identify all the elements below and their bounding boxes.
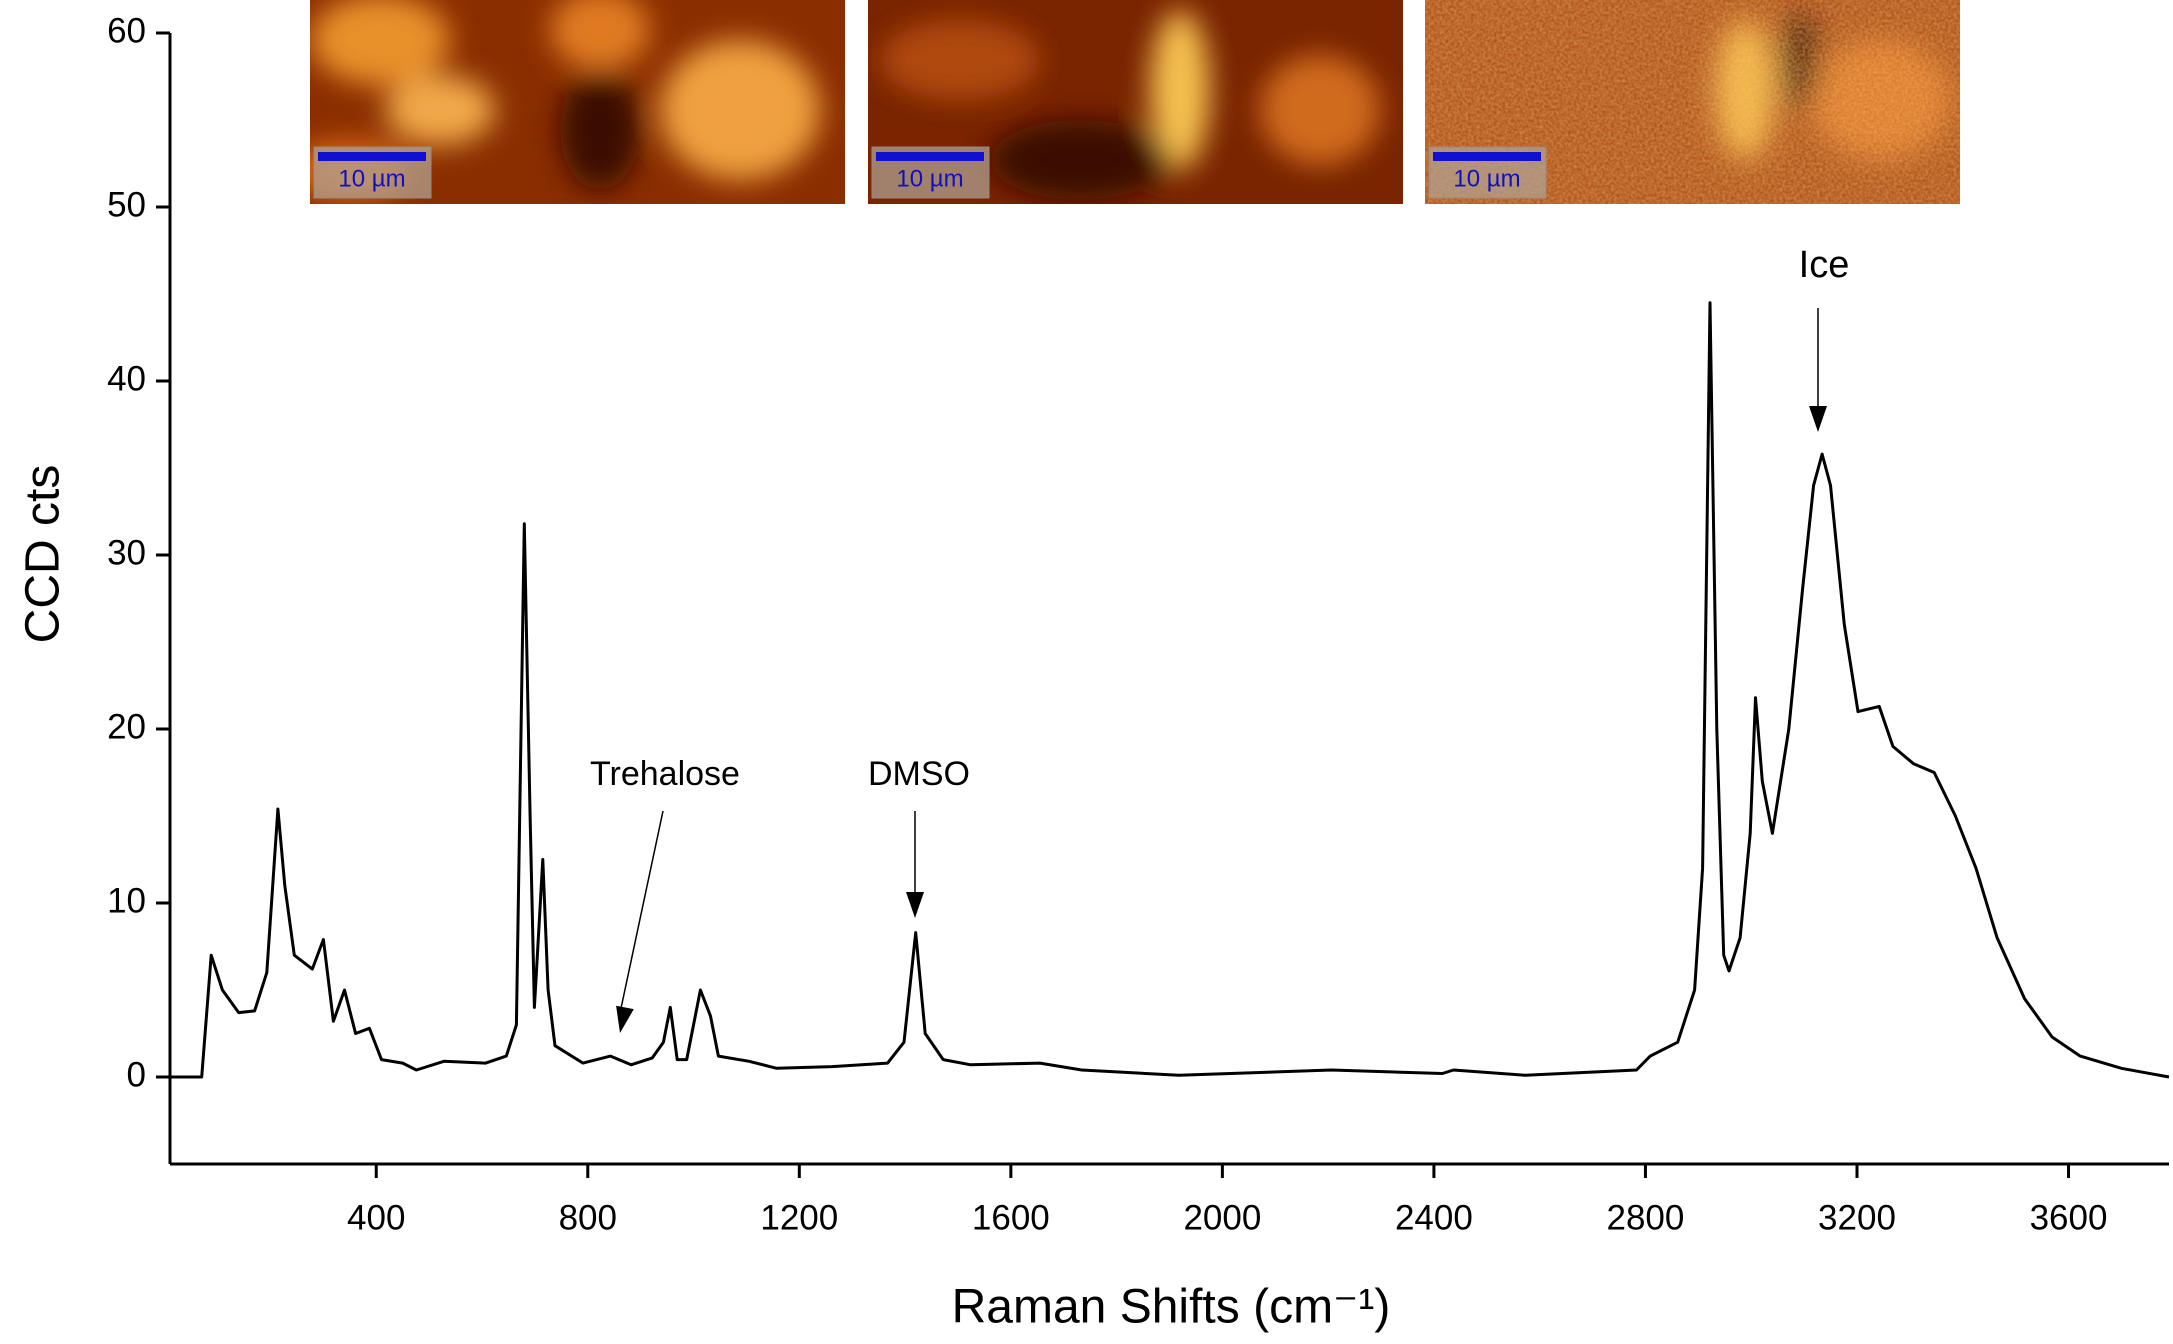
scale-bar-label: 10 µm <box>896 165 963 192</box>
y-tick-label: 30 <box>107 533 146 572</box>
scale-bar <box>318 152 426 161</box>
annotation: Ice <box>1799 244 1850 286</box>
y-tick-label: 60 <box>107 11 146 50</box>
y-tick-label: 40 <box>107 359 146 398</box>
scale-bar <box>876 152 984 161</box>
y-tick-label: 10 <box>107 881 146 920</box>
x-tick-label: 400 <box>347 1198 405 1237</box>
annotation: Trehalose <box>590 755 740 793</box>
y-tick-label: 20 <box>107 707 146 746</box>
x-tick-label: 3200 <box>1818 1198 1896 1237</box>
scale-bar-label: 10 µm <box>1453 165 1520 192</box>
arrow-head <box>616 1006 634 1033</box>
scale-bar-label: 10 µm <box>338 165 405 192</box>
x-tick-label: 1600 <box>972 1198 1050 1237</box>
x-axis-title: Raman Shifts (cm⁻¹) <box>952 1281 1391 1334</box>
scale-bar <box>1433 152 1541 161</box>
arrow-head <box>906 892 924 918</box>
annotation-arrow <box>620 811 663 1013</box>
x-tick-label: 800 <box>559 1198 617 1237</box>
spectrum-line <box>171 303 2169 1077</box>
x-tick-label: 2800 <box>1607 1198 1685 1237</box>
x-tick-label: 2400 <box>1395 1198 1473 1237</box>
chart: 10 µm 10 µm 10 µm 0 10 20 30 40 50 60 400 800 1200 1… <box>0 0 2173 1344</box>
x-tick-label: 1200 <box>760 1198 838 1237</box>
y-tick-label: 0 <box>127 1055 146 1094</box>
x-tick-label: 3600 <box>2030 1198 2108 1237</box>
y-tick-label: 50 <box>107 185 146 224</box>
y-axis-title: CCD cts <box>17 465 70 644</box>
x-tick-label: 2000 <box>1183 1198 1261 1237</box>
annotation: DMSO <box>868 755 970 793</box>
arrow-head <box>1809 406 1827 432</box>
